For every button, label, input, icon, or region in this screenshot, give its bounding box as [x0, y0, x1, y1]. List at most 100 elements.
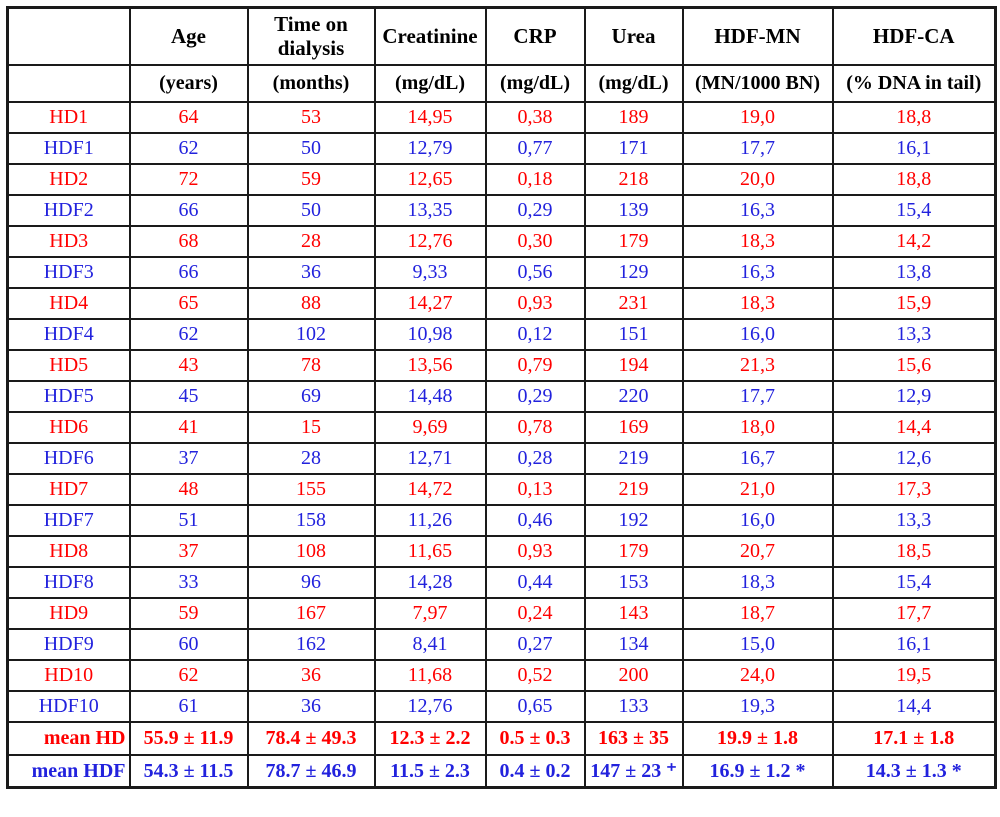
row-label: HD9	[6, 596, 131, 630]
data-cell: 50	[246, 131, 376, 165]
data-cell: 16,0	[681, 317, 834, 351]
data-cell: 48	[128, 472, 249, 506]
data-cell: 14,95	[373, 100, 487, 134]
data-cell: 16,7	[681, 441, 834, 475]
data-cell: 218	[583, 162, 684, 196]
data-cell: 15,0	[681, 627, 834, 661]
data-cell: 19,3	[681, 689, 834, 723]
data-cell: 179	[583, 224, 684, 258]
data-cell: 9,33	[373, 255, 487, 289]
data-cell: 12,71	[373, 441, 487, 475]
column-units-0	[6, 63, 131, 103]
data-cell: 0,79	[484, 348, 586, 382]
data-cell: 143	[583, 596, 684, 630]
data-cell: 68	[128, 224, 249, 258]
data-cell: 153	[583, 565, 684, 599]
data-cell: 11,65	[373, 534, 487, 568]
table-header: Age Time on dialysis Creatinine CRP Urea HDF-…	[6, 6, 997, 103]
data-cell: 189	[583, 100, 684, 134]
data-cell: 169	[583, 410, 684, 444]
data-cell: 0,56	[484, 255, 586, 289]
data-cell: 60	[128, 627, 249, 661]
data-cell: 20,0	[681, 162, 834, 196]
row-label: HD6	[6, 410, 131, 444]
row-label: HDF6	[6, 441, 131, 475]
data-cell: 62	[128, 131, 249, 165]
data-cell: 21,3	[681, 348, 834, 382]
summary-row: mean HD 55.9 ± 11.9 78.4 ± 49.3 12.3 ± 2.2 0…	[6, 720, 997, 756]
data-cell: 147 ± 23 ⁺	[583, 753, 684, 789]
data-cell: 8,41	[373, 627, 487, 661]
data-cell: 14,2	[831, 224, 997, 258]
data-cell: 13,35	[373, 193, 487, 227]
data-cell: 78.7 ± 46.9	[246, 753, 376, 789]
data-cell: 0,38	[484, 100, 586, 134]
table-row: HDF10 61 36 12,76 0,65 133 19,3 14,4	[6, 689, 997, 723]
data-cell: 167	[246, 596, 376, 630]
column-units-3: (mg/dL)	[373, 63, 487, 103]
data-cell: 231	[583, 286, 684, 320]
data-cell: 12,9	[831, 379, 997, 413]
data-cell: 16,3	[681, 255, 834, 289]
summary-row: mean HDF 54.3 ± 11.5 78.7 ± 46.9 11.5 ± 2.3…	[6, 753, 997, 789]
data-cell: 0,44	[484, 565, 586, 599]
column-header-0	[6, 6, 131, 66]
row-label: HD8	[6, 534, 131, 568]
data-cell: 13,3	[831, 503, 997, 537]
column-units-7: (% DNA in tail)	[831, 63, 997, 103]
data-cell: 0,30	[484, 224, 586, 258]
row-label: HD1	[6, 100, 131, 134]
data-cell: 61	[128, 689, 249, 723]
data-cell: 78.4 ± 49.3	[246, 720, 376, 756]
row-label: HDF10	[6, 689, 131, 723]
data-cell: 12,76	[373, 689, 487, 723]
row-label: mean HD	[6, 720, 131, 756]
data-cell: 16.9 ± 1.2 *	[681, 753, 834, 789]
row-label: HDF3	[6, 255, 131, 289]
data-cell: 179	[583, 534, 684, 568]
data-cell: 37	[128, 441, 249, 475]
data-cell: 155	[246, 472, 376, 506]
data-cell: 16,1	[831, 627, 997, 661]
table-row: HDF2 66 50 13,35 0,29 139 16,3 15,4	[6, 193, 997, 227]
data-cell: 54.3 ± 11.5	[128, 753, 249, 789]
data-cell: 53	[246, 100, 376, 134]
data-cell: 0,13	[484, 472, 586, 506]
data-cell: 151	[583, 317, 684, 351]
data-cell: 0,27	[484, 627, 586, 661]
data-cell: 0,77	[484, 131, 586, 165]
data-cell: 88	[246, 286, 376, 320]
table-row: HD3 68 28 12,76 0,30 179 18,3 14,2	[6, 224, 997, 258]
table-row: HDF6 37 28 12,71 0,28 219 16,7 12,6	[6, 441, 997, 475]
row-label: mean HDF	[6, 753, 131, 789]
data-cell: 139	[583, 193, 684, 227]
column-header-2: Time on dialysis	[246, 6, 376, 66]
table-row: HD1 64 53 14,95 0,38 189 19,0 18,8	[6, 100, 997, 134]
row-label: HDF8	[6, 565, 131, 599]
data-cell: 18,8	[831, 162, 997, 196]
data-cell: 62	[128, 317, 249, 351]
column-header-5: Urea	[583, 6, 684, 66]
data-cell: 19,5	[831, 658, 997, 692]
data-cell: 17,3	[831, 472, 997, 506]
data-cell: 134	[583, 627, 684, 661]
data-cell: 17,7	[681, 379, 834, 413]
column-units-6: (MN/1000 BN)	[681, 63, 834, 103]
data-cell: 0,52	[484, 658, 586, 692]
data-cell: 129	[583, 255, 684, 289]
data-cell: 96	[246, 565, 376, 599]
data-cell: 16,1	[831, 131, 997, 165]
data-cell: 0,93	[484, 286, 586, 320]
data-cell: 21,0	[681, 472, 834, 506]
row-label: HD3	[6, 224, 131, 258]
data-cell: 13,56	[373, 348, 487, 382]
data-cell: 9,69	[373, 410, 487, 444]
data-cell: 12,79	[373, 131, 487, 165]
data-cell: 59	[128, 596, 249, 630]
column-units-4: (mg/dL)	[484, 63, 586, 103]
data-cell: 41	[128, 410, 249, 444]
table-row: HD10 62 36 11,68 0,52 200 24,0 19,5	[6, 658, 997, 692]
data-cell: 0,18	[484, 162, 586, 196]
data-cell: 14,4	[831, 410, 997, 444]
table-row: HDF4 62 102 10,98 0,12 151 16,0 13,3	[6, 317, 997, 351]
